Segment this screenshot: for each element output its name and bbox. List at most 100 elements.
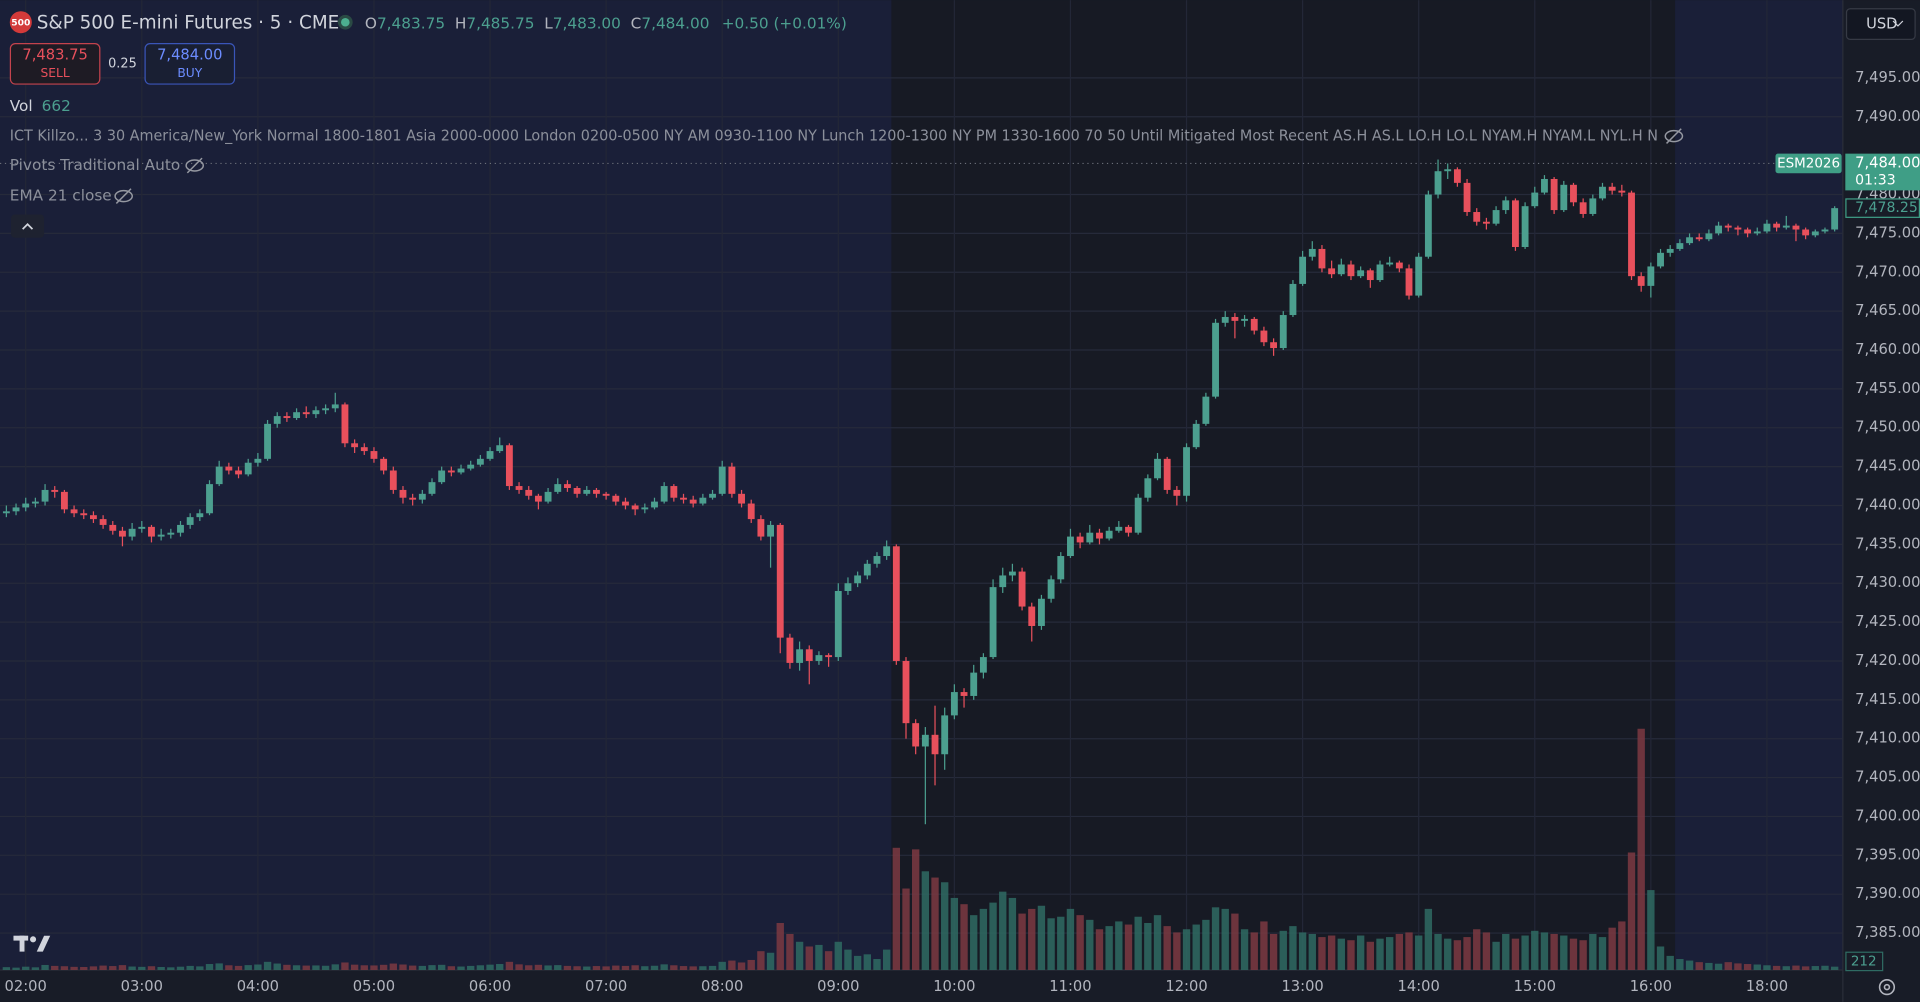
currency-button[interactable]	[1845, 8, 1916, 40]
candle-body	[815, 655, 823, 661]
candle-body	[1763, 223, 1771, 232]
candle-body	[1792, 225, 1800, 230]
candle-body	[622, 501, 629, 506]
candle-body	[554, 484, 562, 492]
currency: USD	[1866, 16, 1897, 33]
volume-bar	[41, 964, 49, 970]
hidden-icon[interactable]	[1664, 128, 1684, 144]
volume-bar	[1473, 929, 1481, 970]
candle-body	[70, 509, 78, 514]
hidden-icon[interactable]	[185, 157, 204, 174]
candle-body	[283, 416, 291, 419]
y-tick-label: 7,430.00	[1855, 574, 1920, 591]
volume-bar	[650, 965, 659, 970]
y-tick-label: 7,465.00	[1855, 302, 1920, 319]
volume-bar	[486, 964, 494, 970]
volume-bar	[1037, 905, 1046, 970]
candle-body	[60, 491, 68, 510]
volume-bar	[1347, 940, 1355, 970]
candle-body	[1183, 447, 1190, 496]
ict-indicator[interactable]: ICT Killzo... 3 30 America/New_York Norm…	[10, 127, 1658, 146]
dropdown-icon	[1892, 20, 1904, 27]
volume-label: 212	[1851, 954, 1877, 969]
volume-bar	[921, 871, 930, 970]
collapse-button[interactable]	[11, 214, 45, 238]
candle-body	[312, 410, 320, 415]
volume-bar	[1086, 919, 1094, 970]
candle-body	[612, 495, 620, 502]
candle-body	[931, 734, 939, 755]
x-tick-label: 13:00	[1281, 978, 1323, 995]
candle-body	[1695, 237, 1703, 240]
candle-body	[90, 515, 97, 520]
candle-body	[1008, 571, 1016, 576]
candle-body	[718, 466, 726, 494]
candle-body	[699, 497, 707, 504]
candle-body	[1589, 198, 1597, 214]
volume-bar	[31, 967, 40, 970]
buy-button[interactable]	[144, 43, 236, 85]
candle-body	[360, 447, 368, 452]
volume-bar	[1405, 932, 1413, 970]
candle-body	[438, 470, 446, 483]
candle-body	[264, 423, 271, 459]
candle-body	[960, 692, 968, 696]
settings-icon[interactable]	[1878, 978, 1896, 996]
volume-bar	[805, 946, 813, 970]
candle-body	[1376, 264, 1384, 281]
volume-bar	[128, 966, 136, 970]
candle-body	[1144, 478, 1152, 498]
candle-body	[1531, 192, 1539, 207]
volume-bar	[12, 967, 20, 970]
candle-body	[757, 519, 765, 537]
candle-body	[854, 575, 862, 584]
candle-body	[1067, 536, 1074, 557]
volume-bar	[563, 965, 572, 970]
h-value: 7,485.75	[466, 14, 534, 32]
vol-title[interactable]: Vol	[10, 97, 33, 115]
volume-bar	[1821, 965, 1829, 970]
volume-bar	[1830, 966, 1839, 970]
y-tick-label: 7,395.00	[1855, 846, 1920, 863]
candle-body	[1270, 342, 1278, 349]
candle-body	[1492, 210, 1500, 224]
volume-bar	[118, 965, 127, 970]
volume-bar	[776, 922, 784, 970]
volume-bar	[1444, 938, 1452, 970]
volume-bar	[1521, 935, 1529, 970]
candle-body	[1134, 497, 1142, 533]
candle-body	[447, 470, 455, 473]
candle-body	[1328, 268, 1336, 275]
volume-bar	[1656, 946, 1665, 970]
tv-logo[interactable]	[13, 935, 51, 952]
l-value: 7,483.00	[553, 14, 621, 32]
candle-body	[1618, 190, 1626, 193]
candle-body	[1599, 186, 1606, 199]
candle-body	[409, 497, 417, 500]
change: +0.50 (+0.01%)	[722, 14, 847, 32]
candle-body	[1018, 571, 1026, 607]
hidden-icon[interactable]	[114, 188, 133, 204]
volume-bar	[1366, 941, 1374, 970]
volume-bar	[747, 959, 755, 970]
candle-body	[834, 591, 842, 658]
symbol-badge[interactable]	[9, 11, 32, 34]
symbol-title[interactable]: S&P 500 E-mini Futures · 5 · CME	[37, 12, 340, 33]
sell-button[interactable]	[9, 43, 101, 85]
y-tick-label: 7,425.00	[1855, 613, 1920, 630]
candle-body	[119, 530, 126, 537]
pivots-indicator[interactable]: Pivots Traditional Auto	[10, 156, 180, 174]
volume-bar	[863, 954, 871, 970]
volume-bar	[1424, 908, 1433, 970]
ema-indicator[interactable]: EMA 21 close	[10, 187, 112, 205]
volume-bar	[1124, 924, 1133, 970]
candle-body	[1570, 184, 1577, 203]
candle-body	[418, 493, 426, 500]
candle-body	[805, 649, 813, 661]
candle-body	[1202, 396, 1210, 424]
volume-bar	[1608, 927, 1616, 970]
volume-bar	[302, 965, 310, 970]
x-tick-label: 02:00	[5, 978, 47, 995]
candle-body	[505, 445, 513, 487]
candle-body	[138, 526, 146, 529]
